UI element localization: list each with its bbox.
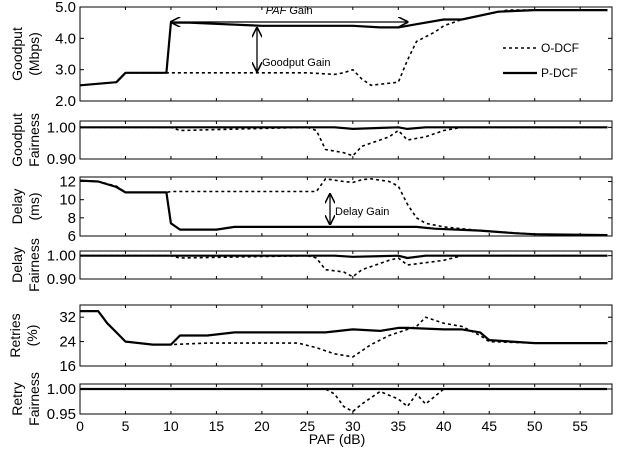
series-line-o-dcf bbox=[80, 254, 608, 278]
y-tick-label: 1.00 bbox=[47, 119, 76, 136]
y-axis-label: Fairness bbox=[26, 238, 42, 292]
y-tick-label: 0.95 bbox=[47, 406, 76, 423]
y-tick-label: 0.90 bbox=[47, 151, 76, 168]
paf-gain-label-rest: Gain bbox=[286, 5, 312, 17]
y-tick-label: 5.0 bbox=[55, 0, 76, 16]
panel-5: 32 24 16 Retries (%) bbox=[7, 304, 613, 375]
series-line-p-dcf bbox=[80, 310, 608, 346]
x-axis-label: PAF (dB) bbox=[309, 431, 366, 447]
y-tick-label: 10 bbox=[59, 192, 76, 209]
y-tick-label: 0.90 bbox=[47, 271, 76, 288]
panel-4: 1.00 0.90 Delay Fairness bbox=[9, 238, 613, 292]
paf-gain-label: PAF Gain bbox=[266, 5, 313, 17]
y-tick-label: 1.00 bbox=[47, 381, 76, 398]
x-tick-label: 25 bbox=[300, 418, 316, 434]
x-tick-label: 50 bbox=[527, 418, 543, 434]
y-tick-label: 24 bbox=[59, 334, 76, 351]
legend-label-o-dcf: O-DCF bbox=[541, 41, 579, 55]
legend-label-p-dcf: P-DCF bbox=[541, 66, 578, 80]
panel-2: 1.00 0.90 Goodput Fairness bbox=[9, 113, 613, 168]
x-tick-label: 55 bbox=[572, 418, 588, 434]
x-tick-label: 15 bbox=[209, 418, 225, 434]
plot-frame bbox=[79, 250, 613, 280]
panel-6: 1.00 0.95 Retry Fairness bbox=[9, 372, 613, 426]
series-line-o-dcf bbox=[80, 388, 608, 413]
y-axis-label: (ms) bbox=[26, 193, 42, 221]
y-tick-label: 1.00 bbox=[47, 248, 76, 265]
y-tick-label: 4.0 bbox=[55, 30, 76, 47]
plot-frame bbox=[79, 383, 613, 415]
paf-gain-label-italic: PAF bbox=[266, 5, 288, 17]
y-tick-label: 8 bbox=[68, 210, 76, 227]
goodput-gain-label: Goodput Gain bbox=[262, 57, 331, 69]
y-axis-label: Fairness bbox=[26, 372, 42, 426]
x-tick-label: 45 bbox=[481, 418, 497, 434]
x-tick-label: 20 bbox=[254, 418, 270, 434]
y-axis-label: Delay bbox=[9, 189, 25, 225]
series-line-p-dcf bbox=[80, 254, 608, 260]
y-tick-label: 16 bbox=[59, 358, 76, 375]
y-axis-label: (%) bbox=[24, 325, 40, 347]
x-tick-label: 5 bbox=[122, 418, 130, 434]
y-tick-label: 12 bbox=[59, 174, 76, 191]
plot-frame bbox=[79, 304, 613, 367]
plot-frame bbox=[79, 120, 613, 160]
y-axis-label: Retries bbox=[7, 313, 23, 357]
x-tick-label: 40 bbox=[436, 418, 452, 434]
series-line-p-dcf bbox=[79, 179, 608, 237]
x-tick-label: 10 bbox=[163, 418, 179, 434]
y-tick-label: 6 bbox=[68, 228, 76, 245]
series-line-o-dcf bbox=[80, 310, 608, 358]
y-axis-label: Retry bbox=[9, 382, 25, 415]
y-axis-label: Fairness bbox=[26, 113, 42, 167]
y-tick-label: 32 bbox=[59, 309, 76, 326]
y-tick-label: 2.0 bbox=[55, 93, 76, 110]
delay-gain-label: Delay Gain bbox=[335, 206, 389, 218]
y-axis-label: Goodput bbox=[9, 27, 25, 81]
y-axis-label: Goodput bbox=[9, 113, 25, 167]
plot-frame bbox=[79, 176, 613, 237]
y-axis-label: (Mbps) bbox=[26, 32, 42, 76]
x-tick-label: 30 bbox=[345, 418, 361, 434]
y-tick-label: 3.0 bbox=[55, 62, 76, 79]
x-tick-label: 0 bbox=[76, 418, 84, 434]
series-line-o-dcf bbox=[80, 126, 608, 157]
y-axis-label: Delay bbox=[9, 247, 25, 283]
x-tick-label: 35 bbox=[391, 418, 407, 434]
series-line-p-dcf bbox=[80, 126, 608, 130]
plot-frame bbox=[79, 6, 613, 102]
